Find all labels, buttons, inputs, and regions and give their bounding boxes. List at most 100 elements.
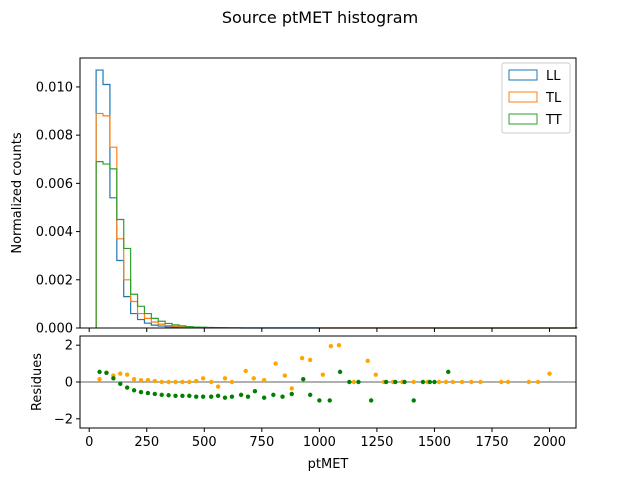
residue-point-green [356, 379, 361, 385]
residue-point-green [301, 377, 306, 382]
residue-point-orange [200, 376, 206, 381]
residue-point-orange [307, 357, 313, 363]
top-y-tick-label: 0.002 [36, 273, 73, 288]
residue-point-orange [152, 378, 157, 384]
residue-point-green [145, 390, 151, 396]
residue-point-green [111, 376, 116, 381]
residue-point-green [229, 394, 235, 399]
residue-point-green [427, 379, 433, 385]
residue-point-orange [478, 379, 483, 385]
residue-point-green [261, 395, 267, 400]
bottom-x-tick-label: 1000 [303, 435, 336, 450]
bottom-x-tick-label: 250 [134, 435, 159, 450]
residue-point-orange [124, 372, 130, 377]
residue-point-green [446, 369, 451, 375]
legend-label-tt: TT [545, 113, 562, 128]
residue-point-green [97, 369, 102, 375]
residue-point-green [208, 394, 214, 399]
residue-point-orange [173, 379, 178, 385]
residue-point-orange [97, 377, 102, 382]
residue-point-orange [138, 377, 144, 383]
residue-point-orange [145, 377, 151, 383]
residue-point-orange [436, 379, 442, 385]
residue-point-orange [351, 379, 357, 385]
residue-point-green [173, 393, 178, 398]
residue-point-green [368, 398, 374, 403]
residue-point-green [138, 389, 144, 395]
residues-axes-frame [79, 335, 577, 429]
residue-point-orange [365, 358, 370, 364]
top-y-tick-label: 0.000 [36, 322, 73, 337]
bottom-x-tick-label: 1500 [418, 435, 451, 450]
residue-point-green [280, 394, 285, 399]
residue-point-green [420, 379, 426, 385]
residue-point-green [187, 393, 192, 398]
residue-point-orange [194, 378, 199, 384]
residue-point-orange [180, 379, 185, 385]
residue-point-orange [222, 376, 228, 381]
residue-point-green [393, 379, 398, 385]
histogram-plot-area [80, 58, 576, 328]
residue-point-green [383, 379, 389, 385]
residue-point-orange [535, 379, 541, 385]
residue-point-green [347, 379, 352, 385]
residue-point-orange [215, 384, 221, 389]
residue-point-green [166, 393, 171, 398]
bottom-x-tick-label: 0 [85, 435, 93, 450]
residue-point-green [131, 388, 137, 393]
bottom-x-tick-label: 1250 [360, 435, 393, 450]
residue-point-green [252, 389, 258, 394]
legend-label-tl: TL [545, 91, 562, 106]
bottom-x-tick-label: 750 [249, 435, 274, 450]
residue-point-orange [187, 379, 192, 385]
histogram-axes-frame [79, 57, 577, 329]
top-y-tick-label: 0.008 [36, 129, 73, 144]
residue-point-orange [208, 379, 214, 385]
residue-point-green [245, 394, 251, 399]
residue-point-orange [166, 379, 171, 385]
residue-point-green [215, 393, 221, 398]
residue-point-orange [450, 379, 456, 385]
residue-point-green [222, 395, 228, 400]
bottom-y-tick-label: −2 [54, 412, 73, 427]
residue-point-orange [443, 379, 449, 385]
residue-point-orange [336, 343, 342, 348]
residue-point-green [194, 394, 199, 399]
residue-point-green [152, 391, 157, 397]
residue-point-orange [320, 372, 326, 377]
residue-point-green [118, 381, 123, 387]
residue-point-orange [131, 377, 137, 382]
residue-point-orange [459, 379, 465, 385]
residue-point-green [159, 392, 164, 398]
residue-point-green [104, 370, 109, 375]
residue-point-orange [328, 343, 334, 349]
residue-point-orange [159, 379, 164, 385]
legend-label-ll: LL [546, 69, 561, 84]
legend-swatch-ll [508, 69, 538, 81]
residues-panel: −2 0 2 0 250 500 750 1000 1250 1500 1750 2000 Resi… [30, 335, 577, 472]
chart-title: Source ptMET histogram [222, 8, 418, 27]
histogram-panel: 0.000 0.002 0.004 0.006 0.008 0.010 Normalize… [10, 57, 578, 337]
x-axis-label: ptMET [308, 457, 349, 472]
residue-point-green [180, 393, 185, 398]
residue-point-orange [282, 373, 288, 378]
residue-point-orange [299, 355, 305, 361]
top-y-tick-label: 0.006 [36, 177, 73, 192]
bottom-x-tick-label: 1750 [475, 435, 508, 450]
residue-point-green [411, 398, 416, 403]
residue-point-orange [411, 379, 416, 385]
residue-point-orange [229, 379, 235, 385]
residue-point-orange [273, 361, 278, 366]
residue-point-green [200, 394, 206, 399]
residue-point-orange [469, 379, 474, 385]
residue-point-green [238, 392, 244, 398]
top-y-tick-label: 0.004 [36, 225, 73, 240]
residue-point-green [307, 392, 313, 398]
residue-point-green [289, 391, 294, 397]
residue-point-orange [261, 377, 267, 383]
bottom-x-tick-label: 500 [192, 435, 217, 450]
bottom-y-tick-label: 2 [65, 339, 73, 354]
legend-swatch-tl [508, 91, 538, 103]
residue-point-orange [547, 371, 552, 376]
